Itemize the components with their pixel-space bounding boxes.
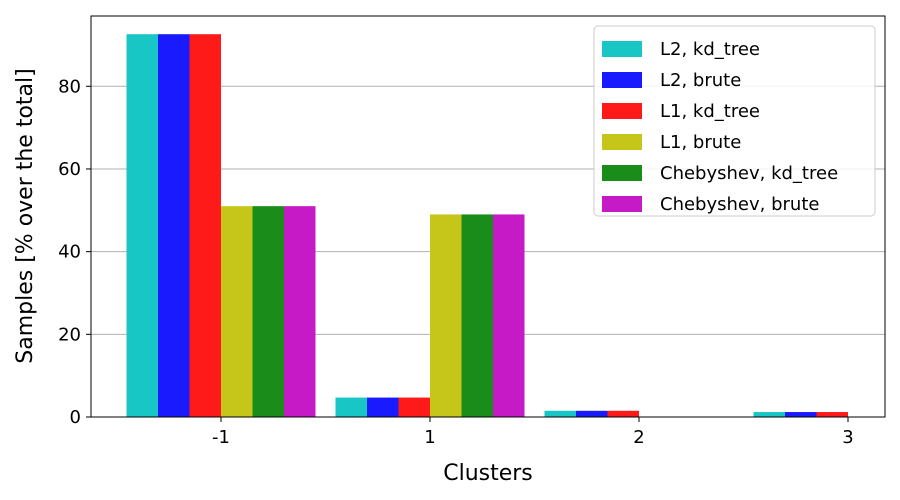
bar-l2-kd-tree-0 bbox=[126, 34, 158, 417]
legend-label: Chebyshev, brute bbox=[660, 194, 819, 215]
y-axis: 0 20 40 60 80 bbox=[58, 76, 91, 428]
x-tick-label: 1 bbox=[424, 427, 435, 448]
legend-label: L1, kd_tree bbox=[660, 101, 760, 122]
bar-l1-kd-tree-2 bbox=[607, 410, 639, 417]
bar-chebyshev-brute-0 bbox=[284, 206, 316, 417]
legend-swatch bbox=[602, 165, 642, 181]
bar-l2-brute-2 bbox=[576, 410, 608, 417]
legend-label: L2, brute bbox=[660, 70, 741, 91]
bar-chebyshev-brute-1 bbox=[493, 214, 525, 417]
legend-swatch bbox=[602, 134, 642, 150]
legend-swatch bbox=[602, 41, 642, 57]
bar-l1-kd-tree-0 bbox=[189, 34, 221, 417]
bar-chebyshev-kd-tree-1 bbox=[461, 214, 493, 417]
legend-swatch bbox=[602, 103, 642, 119]
bar-l1-kd-tree-1 bbox=[398, 397, 430, 417]
legend-box bbox=[593, 25, 876, 217]
bar-l2-kd-tree-2 bbox=[544, 410, 576, 417]
bar-l1-brute-1 bbox=[430, 214, 462, 417]
legend-label: Chebyshev, kd_tree bbox=[660, 163, 838, 184]
plot-frame bbox=[90, 15, 886, 418]
legend-swatch bbox=[602, 72, 642, 88]
y-tick-label: 20 bbox=[58, 324, 81, 345]
y-tick-label: 80 bbox=[58, 76, 81, 97]
x-tick-label: 3 bbox=[842, 427, 853, 448]
bar-l2-brute-3 bbox=[785, 412, 817, 417]
y-tick-label: 60 bbox=[58, 159, 81, 180]
y-axis-title: Samples [% over the total] bbox=[13, 68, 38, 363]
x-axis: -1 1 2 3 bbox=[212, 417, 854, 448]
x-tick-label: 2 bbox=[633, 427, 644, 448]
bar-chebyshev-kd-tree-0 bbox=[252, 206, 284, 417]
x-tick-label: -1 bbox=[212, 427, 230, 448]
legend-label: L1, brute bbox=[660, 132, 741, 153]
bar-l1-kd-tree-3 bbox=[816, 412, 848, 417]
bar-l2-kd-tree-1 bbox=[335, 397, 367, 417]
legend-label: L2, kd_tree bbox=[660, 39, 760, 60]
bars bbox=[126, 34, 848, 417]
bar-l2-brute-0 bbox=[158, 34, 190, 417]
bar-l2-brute-1 bbox=[367, 397, 399, 417]
bar-l1-brute-0 bbox=[221, 206, 253, 417]
y-tick-label: 40 bbox=[58, 242, 81, 263]
legend-swatch bbox=[602, 196, 642, 212]
legend: L2, kd_tree L2, brute L1, kd_tree L1, brute… bbox=[593, 25, 876, 217]
bar-l2-kd-tree-3 bbox=[753, 412, 785, 417]
y-tick-label: 0 bbox=[70, 407, 81, 428]
x-axis-title: Clusters bbox=[443, 461, 533, 486]
